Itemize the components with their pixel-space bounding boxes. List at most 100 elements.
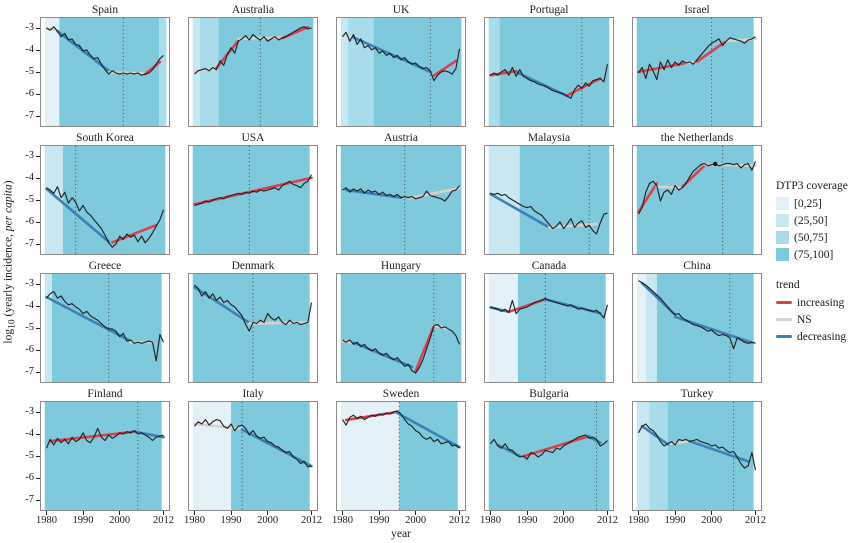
coverage-bin--25-50-: (25,50] — [776, 212, 848, 229]
facet-title: Denmark — [231, 260, 275, 272]
x-tick-mark — [341, 511, 343, 515]
x-tick-label: 2000 — [701, 515, 723, 526]
coverage-bin-label: (25,50] — [794, 214, 828, 227]
trend-line-swatch — [776, 335, 792, 338]
x-tick-label: 1990 — [72, 515, 94, 526]
x-tick-mark — [711, 511, 713, 515]
facet-title: Austria — [384, 132, 418, 144]
trend-legend-items: increasing NS decreasing — [776, 294, 848, 345]
facet-plot — [636, 146, 757, 254]
coverage-bin--0-25-: [0,25] — [776, 195, 848, 212]
facet-title: China — [683, 260, 711, 272]
facet-plot — [636, 18, 757, 126]
facet-cell-austria: Austria — [336, 132, 466, 255]
facet-cell-finland: Finland -3 -4 -5 -6 -7 1980 1990 2000 2012 — [25, 388, 174, 526]
facet-plot — [44, 402, 165, 510]
facet-panel-uk — [336, 17, 466, 127]
facet-panel-the-netherlands — [632, 145, 762, 255]
legend: DTP3 coverage [0,25] (25,50] (50,75] (75,10… — [776, 180, 848, 345]
facet-panel-hungary — [336, 273, 466, 383]
y-tick-label: -7 — [25, 238, 34, 249]
facet-title: Greece — [88, 260, 122, 272]
facet-title: Spain — [91, 4, 119, 16]
x-tick-label: 1980 — [183, 515, 205, 526]
facet-cell-malaysia: Malaysia — [484, 132, 614, 255]
facet-title: Bulgaria — [529, 388, 569, 400]
facet-cell-hungary: Hungary — [336, 260, 466, 383]
x-tick-label: 1990 — [516, 515, 538, 526]
facet-title: Italy — [242, 388, 264, 400]
x-tick-label: 2000 — [405, 515, 427, 526]
x-tick-label: 1990 — [220, 515, 242, 526]
facet-title: Turkey — [680, 388, 714, 400]
y-tick-label: -6 — [25, 344, 34, 355]
facet-panel-portugal — [484, 17, 614, 127]
facet-cell-turkey: Turkey 1980 1990 2000 2012 — [628, 388, 766, 526]
facet-cell-denmark: Denmark — [188, 260, 318, 383]
y-tick-label: -4 — [25, 300, 34, 311]
facet-panel-australia — [188, 17, 318, 127]
y-tick-mark — [36, 177, 40, 179]
facet-panel-israel — [632, 17, 762, 127]
facet-cell-usa: USA — [188, 132, 318, 255]
facet-panel-bulgaria — [484, 401, 614, 511]
facet-plot — [488, 18, 610, 126]
facet-cell-australia: Australia — [188, 4, 318, 127]
x-tick-label: 2000 — [257, 515, 279, 526]
x-tick-label: 1980 — [479, 515, 501, 526]
facet-cell-israel: Israel — [632, 4, 762, 127]
y-tick-label: -6 — [25, 216, 34, 227]
facet-panel-italy — [188, 401, 318, 511]
coverage-swatch — [776, 231, 789, 244]
x-tick-label: 2012 — [449, 515, 470, 526]
facet-title: USA — [241, 132, 265, 144]
y-tick-mark — [36, 371, 40, 373]
facet-plot — [488, 402, 610, 510]
facet-plot — [340, 146, 462, 254]
coverage-legend-items: [0,25] (25,50] (50,75] (75,100] — [776, 195, 848, 263]
x-tick-mark — [267, 511, 269, 515]
coverage-bin-label: (50,75] — [794, 231, 828, 244]
facet-title: the Netherlands — [660, 132, 734, 144]
facet-plot — [192, 402, 313, 510]
facet-cell-sweden: Sweden 1980 1990 2000 2012 — [332, 388, 470, 526]
facet-plot — [192, 274, 313, 382]
facet-panel-china — [632, 273, 762, 383]
facet-title: Israel — [684, 4, 710, 16]
facet-plot — [340, 18, 462, 126]
y-tick-label: -3 — [25, 406, 34, 417]
facet-title: Malaysia — [527, 132, 571, 144]
x-tick-label: 1990 — [368, 515, 390, 526]
facet-plot — [636, 274, 756, 382]
y-tick-mark — [36, 221, 40, 223]
x-tick-label: 2012 — [153, 515, 174, 526]
x-tick-label: 2012 — [597, 515, 618, 526]
y-tick-mark — [36, 305, 40, 307]
x-tick-mark — [459, 511, 460, 515]
x-tick-mark — [45, 511, 47, 515]
facet-title: Portugal — [529, 4, 569, 16]
y-tick-label: -5 — [25, 450, 34, 461]
y-tick-label: -5 — [25, 322, 34, 333]
facet-panel-turkey — [632, 401, 762, 511]
facet-panel-malaysia — [484, 145, 614, 255]
coverage-legend-title: DTP3 coverage — [776, 180, 848, 192]
y-tick-mark — [36, 243, 40, 245]
y-tick-mark — [36, 433, 40, 435]
x-tick-mark — [163, 511, 164, 515]
x-tick-mark — [378, 511, 380, 515]
y-tick-mark — [36, 455, 40, 457]
y-tick-label: -3 — [25, 150, 34, 161]
facet-plot — [488, 274, 609, 382]
trend-entry-decreasing: decreasing — [776, 328, 848, 345]
facet-cell-china: China — [632, 260, 762, 383]
facet-panel-spain — [40, 17, 170, 127]
y-tick-label: -5 — [25, 194, 34, 205]
facet-plot — [192, 18, 314, 126]
coverage-bin--75-100-: (75,100] — [776, 246, 848, 263]
y-tick-mark — [36, 155, 40, 157]
facet-cell-italy: Italy 1980 1990 2000 2012 — [184, 388, 322, 526]
y-tick-mark — [36, 499, 40, 501]
y-tick-mark — [36, 27, 40, 29]
